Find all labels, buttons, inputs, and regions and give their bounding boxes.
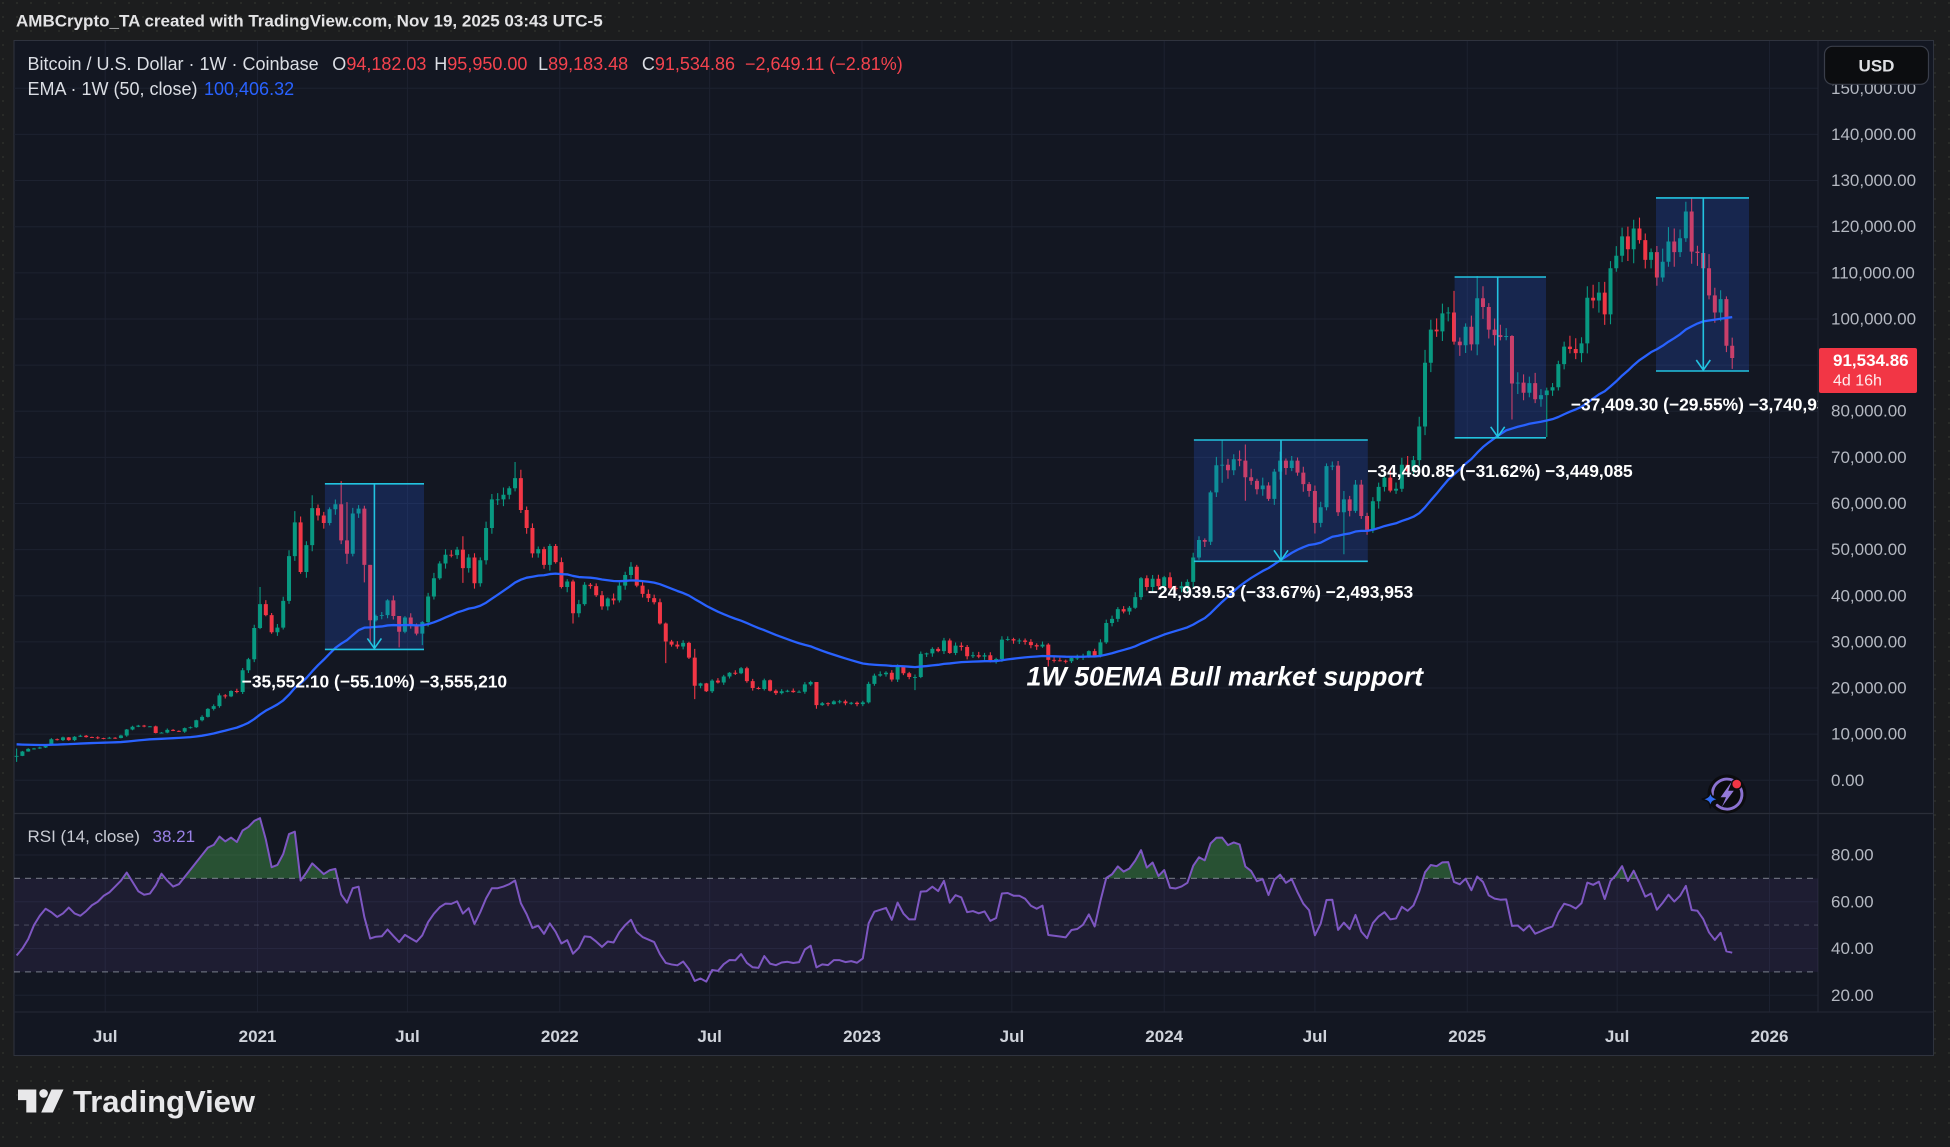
svg-text:20,000.00: 20,000.00 (1831, 679, 1907, 698)
svg-text:20.00: 20.00 (1831, 986, 1874, 1005)
svg-text:2021: 2021 (239, 1027, 277, 1046)
svg-text:38.21: 38.21 (153, 827, 196, 846)
svg-text:L89,183.48: L89,183.48 (538, 54, 628, 74)
svg-text:USD: USD (1859, 57, 1895, 76)
svg-text:Bitcoin / U.S. Dollar · 1W · C: Bitcoin / U.S. Dollar · 1W · Coinbase (28, 54, 319, 74)
svg-text:50,000.00: 50,000.00 (1831, 540, 1907, 559)
svg-text:TradingView: TradingView (73, 1084, 256, 1119)
svg-text:1W 50EMA Bull market support: 1W 50EMA Bull market support (1027, 662, 1425, 692)
svg-text:Jul: Jul (1000, 1027, 1025, 1046)
svg-text:80.00: 80.00 (1831, 846, 1874, 865)
svg-text:40,000.00: 40,000.00 (1831, 586, 1907, 605)
svg-text:2025: 2025 (1448, 1027, 1486, 1046)
svg-text:2022: 2022 (541, 1027, 579, 1046)
svg-text:−2,649.11 (−2.81%): −2,649.11 (−2.81%) (745, 54, 903, 74)
svg-text:60,000.00: 60,000.00 (1831, 494, 1907, 513)
svg-text:−34,490.85 (−31.62%) −3,449,08: −34,490.85 (−31.62%) −3,449,085 (1367, 461, 1633, 481)
svg-text:60.00: 60.00 (1831, 892, 1874, 911)
svg-text:10,000.00: 10,000.00 (1831, 725, 1907, 744)
svg-text:100,000.00: 100,000.00 (1831, 310, 1916, 329)
svg-text:2023: 2023 (843, 1027, 881, 1046)
svg-text:40.00: 40.00 (1831, 939, 1874, 958)
svg-text:91,534.86: 91,534.86 (1833, 351, 1909, 370)
svg-text:0.00: 0.00 (1831, 771, 1864, 790)
svg-text:Jul: Jul (395, 1027, 420, 1046)
svg-text:80,000.00: 80,000.00 (1831, 402, 1907, 421)
svg-text:Jul: Jul (697, 1027, 722, 1046)
svg-text:−37,409.30 (−29.55%) −3,740,93: −37,409.30 (−29.55%) −3,740,930<#8722;37… (1571, 395, 1950, 415)
svg-text:Jul: Jul (1605, 1027, 1630, 1046)
svg-text:100,406.32: 100,406.32 (204, 79, 294, 99)
svg-text:Jul: Jul (1303, 1027, 1328, 1046)
svg-text:120,000.00: 120,000.00 (1831, 217, 1916, 236)
svg-text:4d 16h: 4d 16h (1833, 373, 1882, 390)
svg-text:70,000.00: 70,000.00 (1831, 448, 1907, 467)
svg-text:C91,534.86: C91,534.86 (642, 54, 735, 74)
svg-text:EMA · 1W (50, close): EMA · 1W (50, close) (28, 79, 198, 99)
svg-text:2026: 2026 (1751, 1027, 1789, 1046)
svg-text:H95,950.00: H95,950.00 (434, 54, 527, 74)
svg-text:−35,552.10 (−55.10%) −3,555,21: −35,552.10 (−55.10%) −3,555,210 (242, 672, 507, 692)
svg-text:140,000.00: 140,000.00 (1831, 125, 1916, 144)
svg-text:AMBCrypto_TA created with Trad: AMBCrypto_TA created with TradingView.co… (16, 12, 603, 31)
svg-text:30,000.00: 30,000.00 (1831, 632, 1907, 651)
svg-text:2024: 2024 (1145, 1027, 1183, 1046)
svg-text:−24,939.53 (−33.67%) −2,493,95: −24,939.53 (−33.67%) −2,493,953 (1148, 582, 1414, 602)
svg-text:O94,182.03: O94,182.03 (332, 54, 426, 74)
svg-text:130,000.00: 130,000.00 (1831, 171, 1916, 190)
svg-text:RSI (14, close): RSI (14, close) (28, 827, 140, 846)
svg-text:Jul: Jul (93, 1027, 118, 1046)
svg-text:110,000.00: 110,000.00 (1831, 263, 1915, 282)
